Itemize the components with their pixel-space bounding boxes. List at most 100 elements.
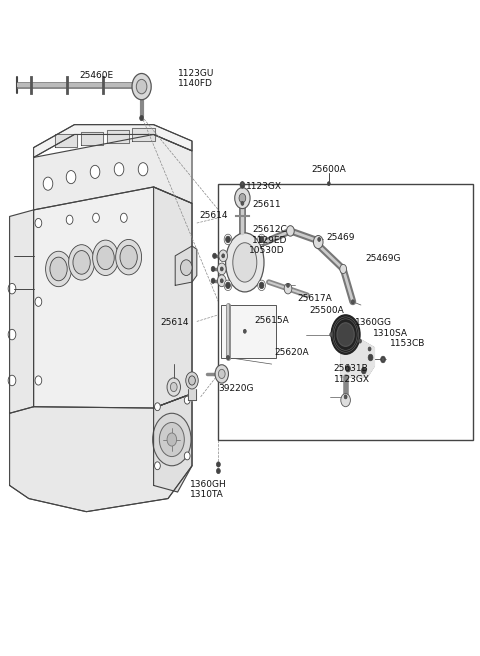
Circle shape [226,282,230,289]
Circle shape [90,165,100,178]
Circle shape [216,468,220,474]
Polygon shape [34,187,192,408]
Polygon shape [132,128,155,141]
Text: 1123GX: 1123GX [246,182,282,192]
Circle shape [346,365,350,372]
Circle shape [93,240,119,276]
Circle shape [155,403,160,411]
Circle shape [213,253,216,258]
Circle shape [132,73,151,100]
Bar [221,305,276,358]
Circle shape [50,257,67,281]
Text: 1310SA: 1310SA [373,329,408,338]
Text: 1360GG: 1360GG [355,318,392,327]
Circle shape [138,163,148,176]
Text: 1129ED: 1129ED [252,236,288,245]
Circle shape [216,462,220,467]
Polygon shape [188,389,196,400]
Polygon shape [175,246,197,285]
Circle shape [327,182,330,186]
Circle shape [69,245,95,280]
Circle shape [227,356,229,359]
Text: 1360GH: 1360GH [190,480,227,489]
Polygon shape [34,134,192,210]
Circle shape [155,462,160,470]
Circle shape [226,236,230,243]
Circle shape [351,300,354,304]
Circle shape [35,218,42,228]
Text: 25617A: 25617A [298,294,332,303]
Polygon shape [107,130,129,143]
Circle shape [224,234,232,245]
Text: 25612C: 25612C [252,225,287,234]
Circle shape [313,236,323,249]
Circle shape [159,422,184,457]
Circle shape [66,171,76,184]
Text: 1123GU: 1123GU [178,69,214,78]
Circle shape [66,215,73,224]
Circle shape [184,396,190,404]
Circle shape [170,382,177,392]
Polygon shape [81,132,103,145]
Ellipse shape [233,243,257,282]
Circle shape [330,333,333,337]
Circle shape [344,395,347,399]
Circle shape [218,369,225,379]
Circle shape [284,283,292,294]
Circle shape [167,433,177,446]
Text: 10530D: 10530D [249,246,284,255]
Circle shape [220,279,223,283]
Ellipse shape [226,233,264,292]
Circle shape [219,250,228,262]
Circle shape [243,329,246,333]
Circle shape [368,354,373,361]
Circle shape [8,329,16,340]
Circle shape [258,280,265,291]
Text: 25500A: 25500A [310,306,344,315]
Circle shape [97,246,114,270]
Polygon shape [154,187,192,408]
Circle shape [340,264,347,274]
Circle shape [180,260,192,276]
Circle shape [337,323,354,346]
Text: 25631B: 25631B [334,364,368,373]
Circle shape [140,115,144,121]
Circle shape [241,201,244,205]
Circle shape [235,188,250,209]
Circle shape [211,266,215,272]
Circle shape [361,367,366,374]
Text: 39220G: 39220G [218,384,254,393]
Text: 1140FD: 1140FD [178,79,213,89]
Circle shape [331,315,360,354]
Polygon shape [34,125,192,157]
Polygon shape [55,134,77,147]
Circle shape [167,378,180,396]
Circle shape [341,394,350,407]
Circle shape [368,347,371,351]
Circle shape [381,356,385,363]
Circle shape [46,251,72,287]
Circle shape [220,267,223,271]
Text: 25600A: 25600A [312,165,346,174]
Circle shape [211,278,215,283]
Circle shape [259,282,264,289]
Text: 25460E: 25460E [79,71,113,80]
Circle shape [184,452,190,460]
Circle shape [382,358,384,361]
Circle shape [258,234,265,245]
Circle shape [120,245,137,269]
Text: 1123GX: 1123GX [334,375,370,384]
Circle shape [114,163,124,176]
Circle shape [8,375,16,386]
Text: 25614: 25614 [199,211,228,220]
Circle shape [8,283,16,294]
Text: 25620A: 25620A [275,348,309,357]
Circle shape [136,79,147,94]
Circle shape [153,413,191,466]
Circle shape [35,376,42,385]
Text: 25469G: 25469G [366,254,401,263]
Circle shape [224,280,232,291]
Circle shape [287,283,289,287]
Circle shape [241,182,244,186]
Circle shape [73,251,90,274]
